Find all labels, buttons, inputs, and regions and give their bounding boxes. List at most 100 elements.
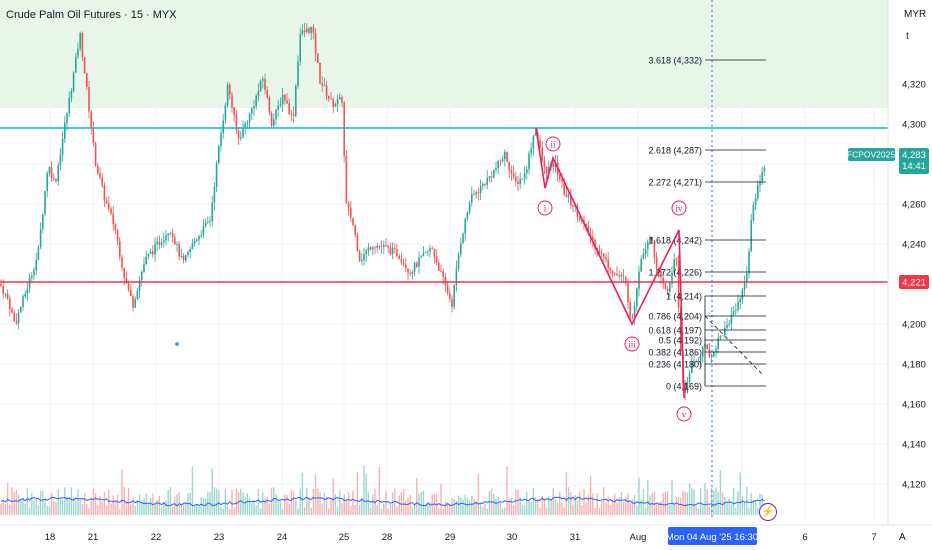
candle-body xyxy=(567,195,570,197)
candle-body xyxy=(664,283,667,289)
candle-body xyxy=(50,167,53,179)
volume-bar xyxy=(323,492,326,515)
volume-bar xyxy=(743,502,746,515)
candle-body xyxy=(724,327,726,336)
volume-bar xyxy=(506,466,508,515)
volume-bar xyxy=(636,506,638,515)
volume-bar xyxy=(48,506,51,515)
volume-bar xyxy=(618,497,620,515)
last-price-label: 4,283 xyxy=(902,150,926,161)
candle-body xyxy=(484,183,486,185)
volume-bar xyxy=(59,498,62,515)
grid xyxy=(0,0,888,520)
currency-label[interactable]: MYR xyxy=(904,9,927,20)
candle-body xyxy=(750,220,752,252)
countdown-label: 14:41 xyxy=(902,161,926,172)
volume-bar xyxy=(466,497,469,515)
crosshair-tag-label: Mon 04 Aug '25 16:30 xyxy=(666,532,758,543)
candle-body xyxy=(112,213,114,225)
volume-bar xyxy=(653,491,656,515)
x-tick-label: 22 xyxy=(151,532,162,543)
candle-body xyxy=(763,167,766,172)
candle-body xyxy=(77,48,79,57)
candle-body xyxy=(268,97,271,113)
candle-body xyxy=(169,232,172,234)
candle-body xyxy=(493,170,495,178)
candle-body xyxy=(757,185,759,199)
candle-body xyxy=(336,99,339,105)
volume-bar xyxy=(501,508,504,515)
fib-label: 1.618 (4,242) xyxy=(648,236,702,246)
candle-body xyxy=(669,283,671,292)
candle-body xyxy=(563,181,565,195)
volume-bar xyxy=(275,494,277,515)
volume-bar xyxy=(460,497,462,515)
candle-body xyxy=(422,252,425,257)
candle-body xyxy=(17,312,20,324)
candle-body xyxy=(429,248,431,252)
candle-body xyxy=(662,277,664,284)
volume-bar xyxy=(605,502,607,515)
volume-bar xyxy=(611,499,614,515)
volume-bar xyxy=(543,498,546,515)
volume-bar xyxy=(13,491,15,515)
volume-bar xyxy=(402,488,405,515)
volume-bar xyxy=(83,492,86,515)
volume-bar xyxy=(196,505,198,515)
candle-body xyxy=(314,33,317,54)
y-tick-label: 4,300 xyxy=(902,120,926,131)
candle-body xyxy=(233,107,235,115)
candle-body xyxy=(37,247,40,260)
volume-bar xyxy=(451,497,453,515)
candle-body xyxy=(114,224,117,231)
volume-bar xyxy=(519,497,521,515)
marker-dot xyxy=(175,342,179,346)
time-axis: 18212223242528293031Aug567Mon 04 Aug '25… xyxy=(0,524,932,550)
volume-bar xyxy=(292,490,295,515)
candle-body xyxy=(224,105,227,121)
volume-bar xyxy=(622,501,625,515)
volume-bar xyxy=(479,502,482,515)
volume-bar xyxy=(715,487,717,515)
candle-body xyxy=(449,293,451,299)
candle-body xyxy=(638,271,640,289)
volume-bar xyxy=(253,500,255,515)
candle-body xyxy=(79,33,81,49)
volume-bar xyxy=(541,495,543,515)
volume-bar xyxy=(578,491,581,515)
volume-bar xyxy=(589,476,592,515)
volume-bar xyxy=(50,492,53,515)
candle-body xyxy=(376,245,378,248)
candle-body xyxy=(264,78,266,90)
volume-bar xyxy=(70,487,73,515)
candle-body xyxy=(317,53,319,63)
candle-body xyxy=(501,159,504,162)
volume-bar xyxy=(224,489,227,515)
auto-scale-button[interactable]: A xyxy=(899,532,906,543)
volume-bar xyxy=(385,491,387,515)
lightning-icon[interactable]: ⚡ xyxy=(759,503,777,521)
volume-bar xyxy=(24,503,26,515)
candle-body xyxy=(618,275,620,277)
y-tick-label: 4,160 xyxy=(902,400,926,411)
candle-body xyxy=(715,348,717,353)
candle-body xyxy=(321,83,323,86)
candle-body xyxy=(33,270,35,276)
candle-body xyxy=(163,240,165,243)
candle-body xyxy=(642,253,645,259)
volume-bar xyxy=(561,503,563,515)
x-tick-label: Aug xyxy=(630,532,647,543)
candle-body xyxy=(598,250,601,254)
candle-body xyxy=(607,259,609,268)
volume-bar xyxy=(61,499,64,515)
volume-bar xyxy=(548,496,550,515)
volume-bar xyxy=(532,488,535,515)
candle-body xyxy=(636,288,638,306)
volume-bar xyxy=(721,492,724,515)
candle-body xyxy=(506,152,508,162)
candle-body xyxy=(693,361,695,364)
volume-bar xyxy=(600,501,603,515)
volume-bar xyxy=(457,495,460,515)
volume-bar xyxy=(231,489,233,515)
